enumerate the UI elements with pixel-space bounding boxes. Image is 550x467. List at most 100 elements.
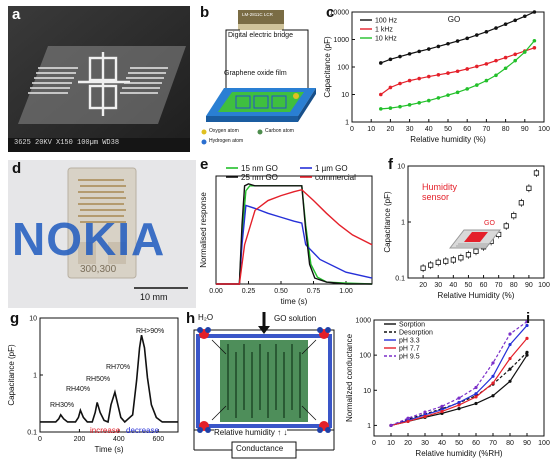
panel-h-label: h (186, 310, 196, 327)
g-ytick-label: 0.1 (27, 430, 37, 437)
e-ylabel: Normalised response (199, 192, 208, 268)
chart-c-svg: 0 10 20 30 40 50 60 70 80 90 100110100100010000Rel… (323, 10, 550, 145)
c-point (436, 73, 441, 77)
i-point (457, 396, 461, 400)
panel-c-chart: 0 10 20 30 40 50 60 70 80 90 100 1 10 100 1000 10000 Rel… (322, 4, 550, 154)
c-point (475, 64, 479, 69)
c-xlabel: Relative humidity (%) (410, 135, 486, 144)
panel-b-label: b (200, 4, 210, 21)
g-xtick-label: 400 (113, 436, 125, 443)
scale-bar-label: 10 mm (140, 292, 168, 302)
f-xtick-label: 50 (465, 282, 473, 289)
c-point (475, 83, 479, 87)
panel-e-label: e (200, 156, 209, 173)
panel-i-chart: 0 10 20 30 40 50 60 70 80 90 100 1 10 100 1000 Relative… (344, 310, 550, 462)
f-point (420, 265, 426, 271)
c-title: GO (448, 15, 460, 24)
c-point (532, 45, 537, 50)
i-point (491, 394, 495, 398)
c-point (398, 104, 402, 109)
chart-f-svg: 20 30 40 50 60 70 80 90 100 0.1 1 10 Relative Humidi… (383, 164, 550, 301)
i-point (457, 400, 461, 405)
i-xtick-label: 70 (489, 440, 497, 447)
i-point (525, 350, 529, 354)
f-point (435, 259, 441, 265)
c-point (465, 36, 469, 41)
sem-picture (8, 6, 190, 152)
i-legend-label: Sorption (399, 322, 425, 329)
c-point (407, 78, 412, 83)
f-point (443, 258, 449, 264)
c-ytick-label: 1 (345, 120, 349, 127)
i-xtick-label: 30 (421, 440, 429, 447)
i-point (508, 342, 512, 347)
f-xtick-label: 60 (480, 282, 488, 289)
c-point (503, 66, 508, 71)
c-point (523, 50, 527, 54)
f-point (473, 248, 479, 254)
rh70-label: RH70% (106, 364, 131, 371)
i-series-line (390, 354, 528, 427)
c-point (427, 74, 431, 79)
c-point (455, 69, 460, 74)
i-point (406, 419, 410, 424)
legend-oxygen: Oxygen atom (209, 128, 239, 134)
i-ytick-label: 1000 (355, 318, 371, 325)
f-ytick-label: 0.1 (395, 276, 405, 283)
i-xtick-label: 20 (404, 440, 412, 447)
panel-a-label: a (12, 6, 21, 23)
i-point (474, 401, 478, 406)
c-point (417, 49, 421, 54)
f-point (458, 255, 464, 261)
e-xtick-label: 0.25 (242, 288, 256, 295)
i-xtick-label: 50 (455, 440, 463, 447)
photo-drawing (8, 160, 196, 308)
panel-f-label: f (388, 156, 393, 173)
panel-d-photo: NOKIA 300,300 10 mm (8, 160, 196, 308)
f-ylabel: Capacitance (pF) (383, 191, 392, 253)
c-xtick-label: 30 (406, 126, 414, 133)
i-ytick-label: 1 (367, 423, 371, 430)
e-series-line (216, 204, 373, 285)
i-point (508, 356, 512, 361)
i-legend-label: pH 7.7 (399, 346, 420, 353)
c-point (407, 103, 412, 107)
f-ytick-label: 10 (397, 164, 405, 171)
i-point (525, 320, 529, 324)
c-series-line (380, 40, 535, 110)
panel-h-schematic: H₂O GO solution Relative humidity ↑ ↓ Co… (184, 310, 344, 462)
c-point (398, 54, 402, 59)
c-point (484, 62, 489, 66)
i-point (508, 367, 512, 371)
i-point (406, 416, 410, 420)
i-ylabel: Normalized conductance (345, 333, 354, 422)
e-series-line (216, 188, 373, 285)
f-xtick-label: 30 (434, 282, 442, 289)
i-point (508, 332, 512, 336)
c-point (417, 100, 421, 105)
c-ylabel: Capacitance (pF) (323, 36, 332, 98)
i-legend-label: Desorption (399, 330, 433, 337)
c-point (513, 52, 517, 57)
c-point (379, 107, 383, 111)
f-point (450, 257, 456, 263)
i-point (474, 392, 478, 396)
panel-g-label: g (10, 310, 20, 327)
g-xtick-label: 200 (74, 436, 86, 443)
c-point (513, 18, 517, 23)
c-point (475, 33, 479, 37)
c-point (446, 71, 450, 75)
c-point (494, 58, 498, 63)
e-series-line (216, 183, 372, 285)
panel-f-chart: 20 30 40 50 60 70 80 90 100 0.1 1 10 Relative Humidi… (380, 156, 550, 308)
c-point (523, 14, 527, 19)
c-ytick-label: 1000 (333, 37, 349, 44)
i-point (491, 374, 495, 378)
i-point (474, 385, 478, 390)
i-point (491, 381, 495, 385)
c-point (446, 93, 450, 97)
c-point (436, 44, 441, 49)
e-plot-frame (215, 175, 373, 285)
f-point (518, 200, 524, 206)
chart-i-svg: 0 10 20 30 40 50 60 70 80 90 1001101001000Relative… (345, 318, 550, 459)
